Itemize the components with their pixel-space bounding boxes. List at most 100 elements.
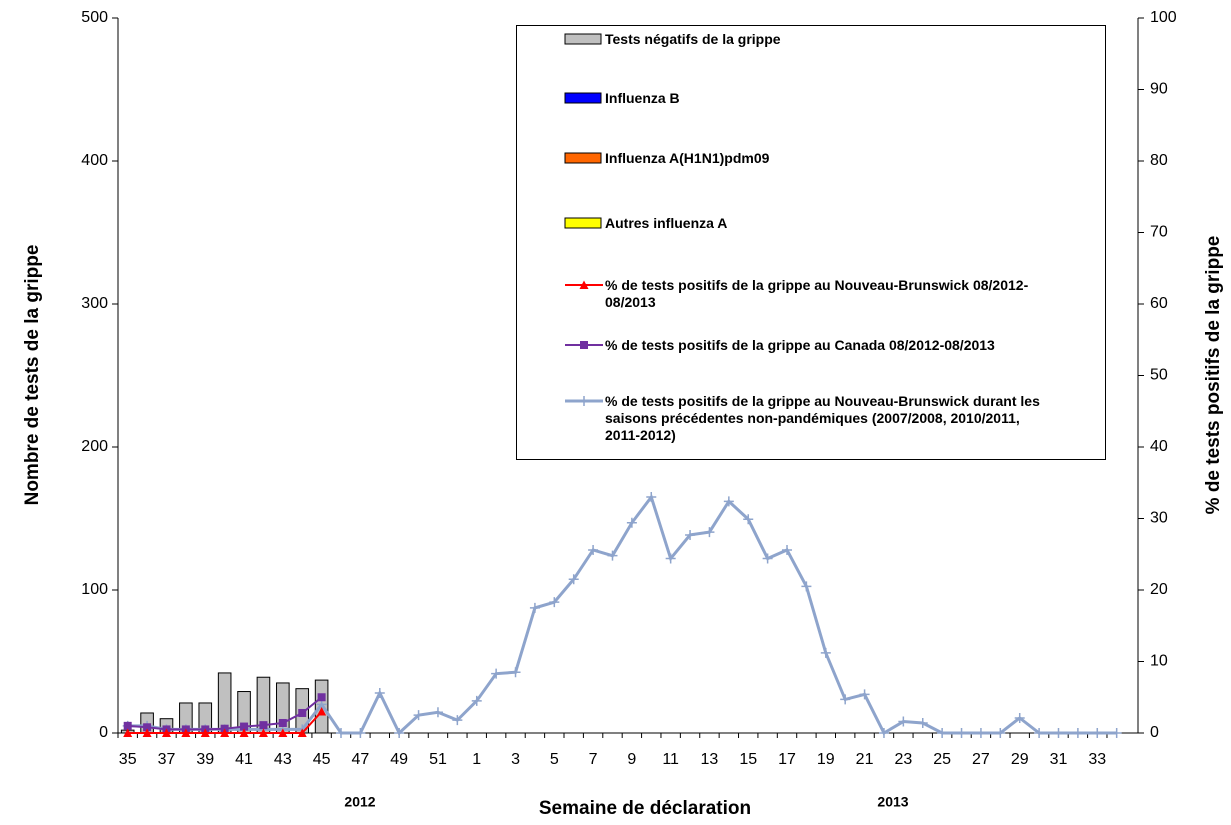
marker [762, 553, 773, 564]
marker [355, 728, 366, 738]
marker [840, 694, 851, 705]
x-tick-label: 31 [1050, 751, 1068, 768]
y2-tick-label: 30 [1150, 510, 1168, 527]
marker [394, 728, 405, 738]
legend-label: % de tests positifs de la grippe au Nouv… [605, 277, 1029, 310]
x-tick-label: 9 [627, 751, 636, 768]
year-label: 2013 [877, 794, 908, 810]
y2-tick-label: 80 [1150, 152, 1168, 169]
legend-item: % de tests positifs de la grippe au Nouv… [531, 393, 1055, 444]
legend-swatch [564, 33, 602, 45]
marker [937, 728, 948, 738]
y-tick-label: 300 [81, 295, 108, 312]
x-tick-label: 15 [739, 751, 757, 768]
y-tick-label: 200 [81, 438, 108, 455]
marker [1092, 728, 1103, 738]
x-tick-label: 39 [196, 751, 214, 768]
x-tick-label: 41 [235, 751, 253, 768]
marker [278, 728, 288, 737]
marker [917, 717, 928, 728]
marker [665, 553, 676, 564]
marker [510, 667, 521, 678]
marker [723, 496, 734, 507]
marker [1034, 728, 1045, 738]
legend-item: % de tests positifs de la grippe au Nouv… [531, 277, 1055, 311]
marker [898, 716, 909, 727]
x-tick-label: 27 [972, 751, 990, 768]
marker [317, 707, 327, 716]
marker [607, 550, 618, 561]
y-tick-label: 100 [81, 581, 108, 598]
legend-item: Tests négatifs de la grippe [531, 31, 1055, 48]
marker [579, 280, 589, 289]
legend-label: Influenza B [605, 90, 680, 106]
y2-tick-label: 100 [1150, 9, 1177, 26]
marker [240, 722, 249, 731]
marker [685, 529, 696, 540]
legend-swatch-box [564, 217, 602, 229]
marker [452, 715, 463, 726]
x-tick-label: 3 [511, 751, 520, 768]
x-tick-label: 1 [472, 751, 481, 768]
marker [1053, 728, 1064, 738]
marker [278, 718, 287, 727]
marker [549, 597, 560, 608]
y-tick-label: 0 [99, 724, 108, 741]
x-tick-label: 5 [550, 751, 559, 768]
legend-swatch [565, 280, 603, 289]
marker [259, 721, 268, 730]
x-tick-label: 23 [894, 751, 912, 768]
x-tick-label: 21 [856, 751, 874, 768]
marker [123, 721, 132, 730]
marker [626, 517, 637, 528]
y2-tick-label: 60 [1150, 295, 1168, 312]
legend-swatch-box [564, 92, 602, 104]
marker [1014, 712, 1025, 723]
marker [142, 728, 152, 737]
x-tick-label: 49 [390, 751, 408, 768]
y2-tick-label: 40 [1150, 438, 1168, 455]
x-tick-label: 45 [313, 751, 331, 768]
marker [1072, 728, 1083, 738]
marker [529, 602, 540, 613]
x-tick-label: 33 [1088, 751, 1106, 768]
x-tick-label: 7 [589, 751, 598, 768]
marker [432, 707, 443, 718]
y2-axis-title: % de tests positifs de la grippe [1203, 236, 1224, 515]
legend: Tests négatifs de la grippe Influenza B In… [516, 25, 1106, 460]
x-tick-label: 47 [351, 751, 369, 768]
marker [297, 728, 307, 737]
marker [336, 728, 347, 738]
x-tick-label: 13 [701, 751, 719, 768]
marker [491, 668, 502, 679]
marker [471, 695, 482, 706]
bar [217, 672, 232, 734]
x-tick-label: 17 [778, 751, 796, 768]
x-tick-label: 43 [274, 751, 292, 768]
marker [143, 723, 152, 732]
x-tick-label: 37 [158, 751, 176, 768]
line [127, 493, 1117, 736]
legend-swatch-box [564, 152, 602, 164]
marker [820, 647, 831, 658]
y2-tick-label: 70 [1150, 224, 1168, 241]
year-label: 2012 [344, 794, 375, 810]
marker [646, 492, 657, 503]
marker [181, 728, 191, 737]
marker [220, 728, 230, 737]
legend-label: Influenza A(H1N1)pdm09 [605, 150, 770, 166]
marker [413, 710, 424, 721]
marker [239, 728, 249, 737]
marker [995, 728, 1006, 738]
marker [588, 544, 599, 555]
x-tick-label: 25 [933, 751, 951, 768]
marker [317, 693, 326, 702]
x-axis-title: Semaine de déclaration [539, 798, 751, 819]
x-tick-label: 35 [119, 751, 137, 768]
legend-item: Influenza A(H1N1)pdm09 [531, 150, 1055, 167]
marker [200, 728, 210, 737]
legend-item: % de tests positifs de la grippe au Cana… [531, 337, 1055, 354]
y2-tick-label: 50 [1150, 367, 1168, 384]
legend-label: Autres influenza A [605, 215, 728, 231]
